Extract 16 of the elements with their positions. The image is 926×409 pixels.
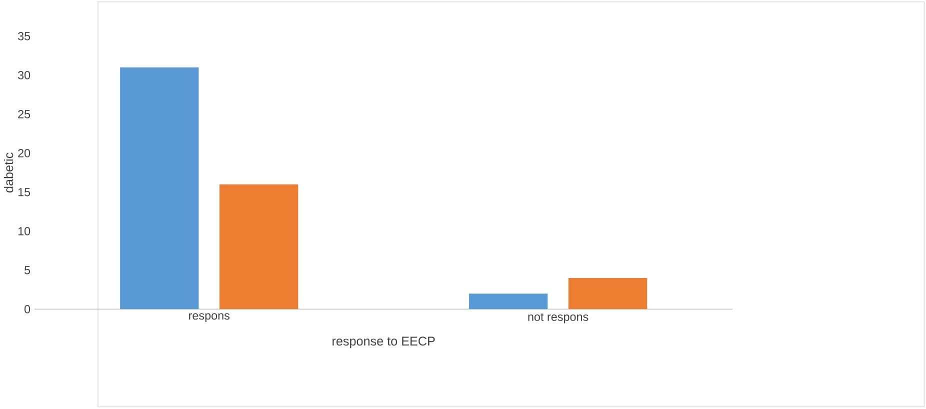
y-axis-title: dabetic — [4, 152, 14, 193]
y-tick-label: 30 — [18, 71, 30, 80]
y-tick-label: 10 — [18, 227, 30, 236]
y-tick-label: 15 — [18, 188, 30, 196]
bar — [469, 294, 548, 310]
y-tick-label: 35 — [18, 32, 30, 40]
x-tick-label: respons — [189, 313, 230, 322]
bar — [220, 184, 298, 310]
y-tick-label: 5 — [24, 266, 30, 274]
y-tick-label: 20 — [18, 149, 30, 158]
x-tick-label: not respons — [528, 313, 588, 324]
y-tick-label: 25 — [18, 110, 30, 118]
bar — [568, 278, 648, 310]
y-tick-label: 0 — [24, 305, 30, 314]
x-axis-title: response to EECP — [332, 336, 435, 348]
bar — [120, 68, 199, 310]
